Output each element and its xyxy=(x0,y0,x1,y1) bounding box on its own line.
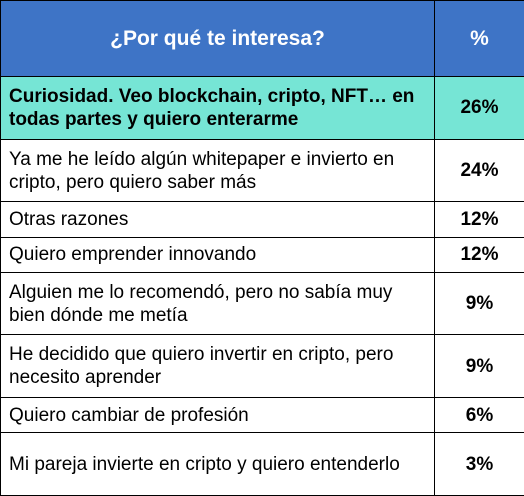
row-reason: Quiero emprender innovando xyxy=(0,236,435,273)
row-reason: He decidido que quiero invertir en cript… xyxy=(0,334,435,399)
header-question: ¿Por qué te interesa? xyxy=(0,0,435,77)
row-reason: Ya me he leído algún whitepaper e invier… xyxy=(0,138,435,203)
table-row: Alguien me lo recomendó, pero no sabía m… xyxy=(0,271,524,336)
row-percent: 3% xyxy=(434,432,524,496)
table-row: He decidido que quiero invertir en cript… xyxy=(0,334,524,399)
row-percent: 12% xyxy=(434,236,524,273)
row-reason: Mi pareja invierte en cripto y quiero en… xyxy=(0,432,435,496)
table-body: Curiosidad. Veo blockchain, cripto, NFT…… xyxy=(0,76,524,496)
row-percent: 24% xyxy=(434,138,524,203)
row-reason: Alguien me lo recomendó, pero no sabía m… xyxy=(0,271,435,336)
row-reason: Quiero cambiar de profesión xyxy=(0,397,435,434)
row-reason: Otras razones xyxy=(0,201,435,238)
table-row: Otras razones 12% xyxy=(0,201,524,238)
row-reason: Curiosidad. Veo blockchain, cripto, NFT…… xyxy=(0,76,435,140)
table-row: Curiosidad. Veo blockchain, cripto, NFT…… xyxy=(0,76,524,140)
row-percent: 6% xyxy=(434,397,524,434)
row-percent: 9% xyxy=(434,334,524,399)
table-row: Ya me he leído algún whitepaper e invier… xyxy=(0,138,524,203)
header-percent: % xyxy=(434,0,524,77)
row-percent: 9% xyxy=(434,271,524,336)
row-percent: 26% xyxy=(434,76,524,140)
header-row: ¿Por qué te interesa? % xyxy=(0,0,524,77)
row-percent: 12% xyxy=(434,201,524,238)
table-row: Mi pareja invierte en cripto y quiero en… xyxy=(0,432,524,496)
table-row: Quiero emprender innovando 12% xyxy=(0,236,524,273)
table-row: Quiero cambiar de profesión 6% xyxy=(0,397,524,434)
